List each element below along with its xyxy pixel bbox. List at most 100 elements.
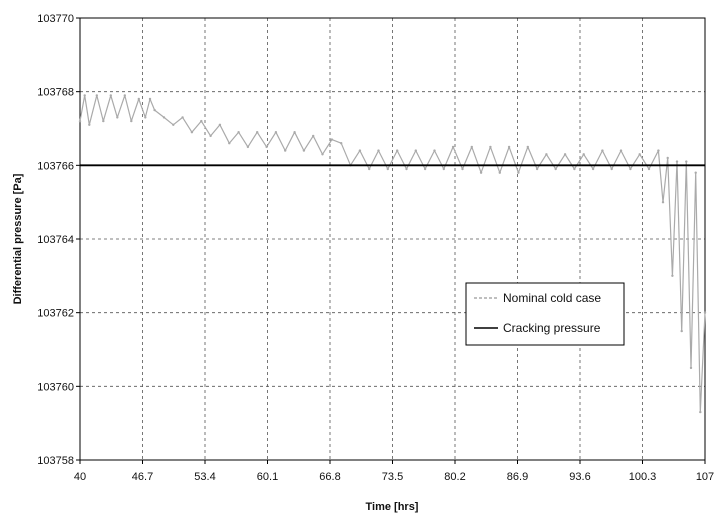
data-point-nominal — [563, 153, 567, 156]
x-tick-label: 107 — [696, 471, 714, 483]
data-point-nominal — [638, 153, 641, 156]
data-point-nominal — [507, 145, 511, 149]
data-point-nominal — [200, 119, 203, 123]
data-point-nominal — [83, 94, 86, 97]
data-point-nominal — [148, 97, 152, 101]
data-point-nominal — [181, 116, 184, 119]
legend-label-nominal: Nominal cold case — [503, 291, 601, 305]
data-point-nominal — [685, 160, 688, 163]
data-point-nominal — [368, 167, 371, 171]
data-point-nominal — [661, 201, 665, 204]
data-point-nominal — [172, 123, 175, 127]
data-point-nominal — [582, 153, 585, 156]
data-point-nominal — [414, 149, 417, 152]
data-point-nominal — [433, 149, 436, 152]
data-point-nominal — [302, 149, 306, 152]
data-point-nominal — [358, 149, 362, 152]
data-point-nominal — [109, 94, 113, 97]
data-point-nominal — [88, 123, 91, 127]
series-layer — [78, 94, 707, 414]
data-point-nominal — [703, 311, 707, 314]
x-tick-label: 100.3 — [629, 471, 657, 483]
data-point-nominal — [321, 153, 324, 156]
data-point-nominal — [265, 145, 268, 149]
data-point-nominal — [573, 167, 576, 171]
data-point-nominal — [451, 145, 455, 149]
legend: Nominal cold case Cracking pressure — [465, 282, 625, 346]
data-point-nominal — [246, 145, 250, 149]
y-tick-label: 103764 — [37, 234, 74, 246]
legend-box — [465, 282, 625, 346]
data-point-nominal — [680, 329, 683, 333]
data-point-nominal — [498, 171, 501, 174]
y-tick-label: 103758 — [37, 455, 74, 467]
x-tick-label: 86.9 — [507, 471, 528, 483]
data-point-nominal — [619, 149, 623, 152]
x-tick-label: 66.8 — [319, 471, 340, 483]
data-point-nominal — [330, 138, 334, 141]
y-tick-label: 103766 — [37, 160, 74, 172]
x-axis-title: Time [hrs] — [366, 501, 419, 513]
data-point-nominal — [284, 149, 287, 152]
data-point-nominal — [489, 145, 492, 149]
data-point-nominal — [479, 171, 483, 174]
data-point-nominal — [237, 131, 240, 134]
x-tick-label: 60.1 — [257, 471, 278, 483]
data-point-nominal — [461, 167, 464, 171]
data-point-nominal — [144, 116, 147, 119]
x-axis: 40 46.7 53.4 60.1 66.8 73.5 80.2 86.9 93.6 100.3 1… — [74, 460, 714, 483]
data-point-nominal — [699, 410, 702, 414]
data-point-nominal — [601, 149, 604, 152]
y-axis: 103758 103760 103762 103764 103766 103768 1037… — [37, 13, 80, 467]
data-point-nominal — [137, 97, 140, 101]
data-point-nominal — [312, 134, 315, 138]
x-tick-label: 53.4 — [194, 471, 215, 483]
x-tick-label: 93.6 — [569, 471, 590, 483]
data-point-nominal — [694, 171, 697, 174]
data-point-nominal — [647, 167, 651, 171]
data-point-nominal — [274, 131, 278, 134]
data-point-nominal — [123, 94, 127, 97]
data-point-nominal — [209, 134, 212, 138]
data-point-nominal — [423, 167, 427, 171]
x-tick-label: 80.2 — [444, 471, 465, 483]
data-point-nominal — [526, 145, 529, 149]
x-tick-label: 73.5 — [382, 471, 403, 483]
data-point-nominal — [116, 116, 119, 119]
gridlines — [80, 18, 705, 460]
x-tick-label: 46.7 — [132, 471, 153, 483]
data-point-nominal — [671, 274, 674, 277]
data-point-nominal — [610, 167, 613, 171]
data-point-nominal — [657, 149, 660, 152]
data-point-nominal — [405, 167, 408, 171]
y-tick-label: 103760 — [37, 381, 74, 393]
data-point-nominal — [377, 149, 380, 152]
data-point-nominal — [102, 119, 105, 123]
data-point-nominal — [218, 123, 222, 127]
legend-label-cracking: Cracking pressure — [503, 321, 601, 335]
data-point-nominal — [470, 145, 473, 149]
y-tick-label: 103762 — [37, 308, 74, 320]
data-point-nominal — [591, 167, 595, 171]
data-point-nominal — [162, 116, 166, 119]
data-point-nominal — [130, 119, 133, 123]
data-point-nominal — [153, 108, 156, 112]
data-point-nominal — [689, 366, 693, 370]
data-point-nominal — [78, 119, 82, 123]
y-axis-title: Differential pressure [Pa] — [12, 173, 24, 304]
data-point-nominal — [95, 94, 99, 97]
y-tick-label: 103770 — [37, 13, 74, 25]
data-point-nominal — [535, 167, 539, 171]
data-point-nominal — [517, 171, 520, 174]
data-point-nominal — [666, 156, 669, 160]
data-point-nominal — [554, 167, 557, 171]
data-point-nominal — [675, 160, 679, 163]
data-point-nominal — [442, 167, 445, 171]
x-tick-label: 40 — [74, 471, 86, 483]
data-point-nominal — [293, 131, 296, 134]
data-point-nominal — [190, 131, 194, 134]
data-point-nominal — [386, 167, 389, 171]
y-tick-label: 103768 — [37, 87, 74, 99]
data-point-nominal — [629, 167, 632, 171]
